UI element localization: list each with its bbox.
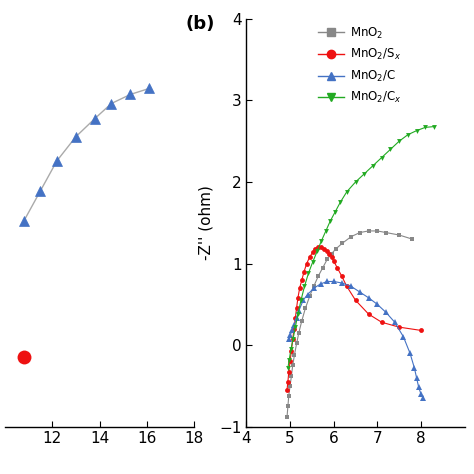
- Text: (b): (b): [185, 15, 215, 33]
- Y-axis label: -Z'' (ohm): -Z'' (ohm): [199, 185, 214, 260]
- Legend: MnO$_2$, MnO$_2$/S$_x$, MnO$_2$/C, MnO$_2$/C$_x$: MnO$_2$, MnO$_2$/S$_x$, MnO$_2$/C, MnO$_…: [313, 21, 407, 110]
